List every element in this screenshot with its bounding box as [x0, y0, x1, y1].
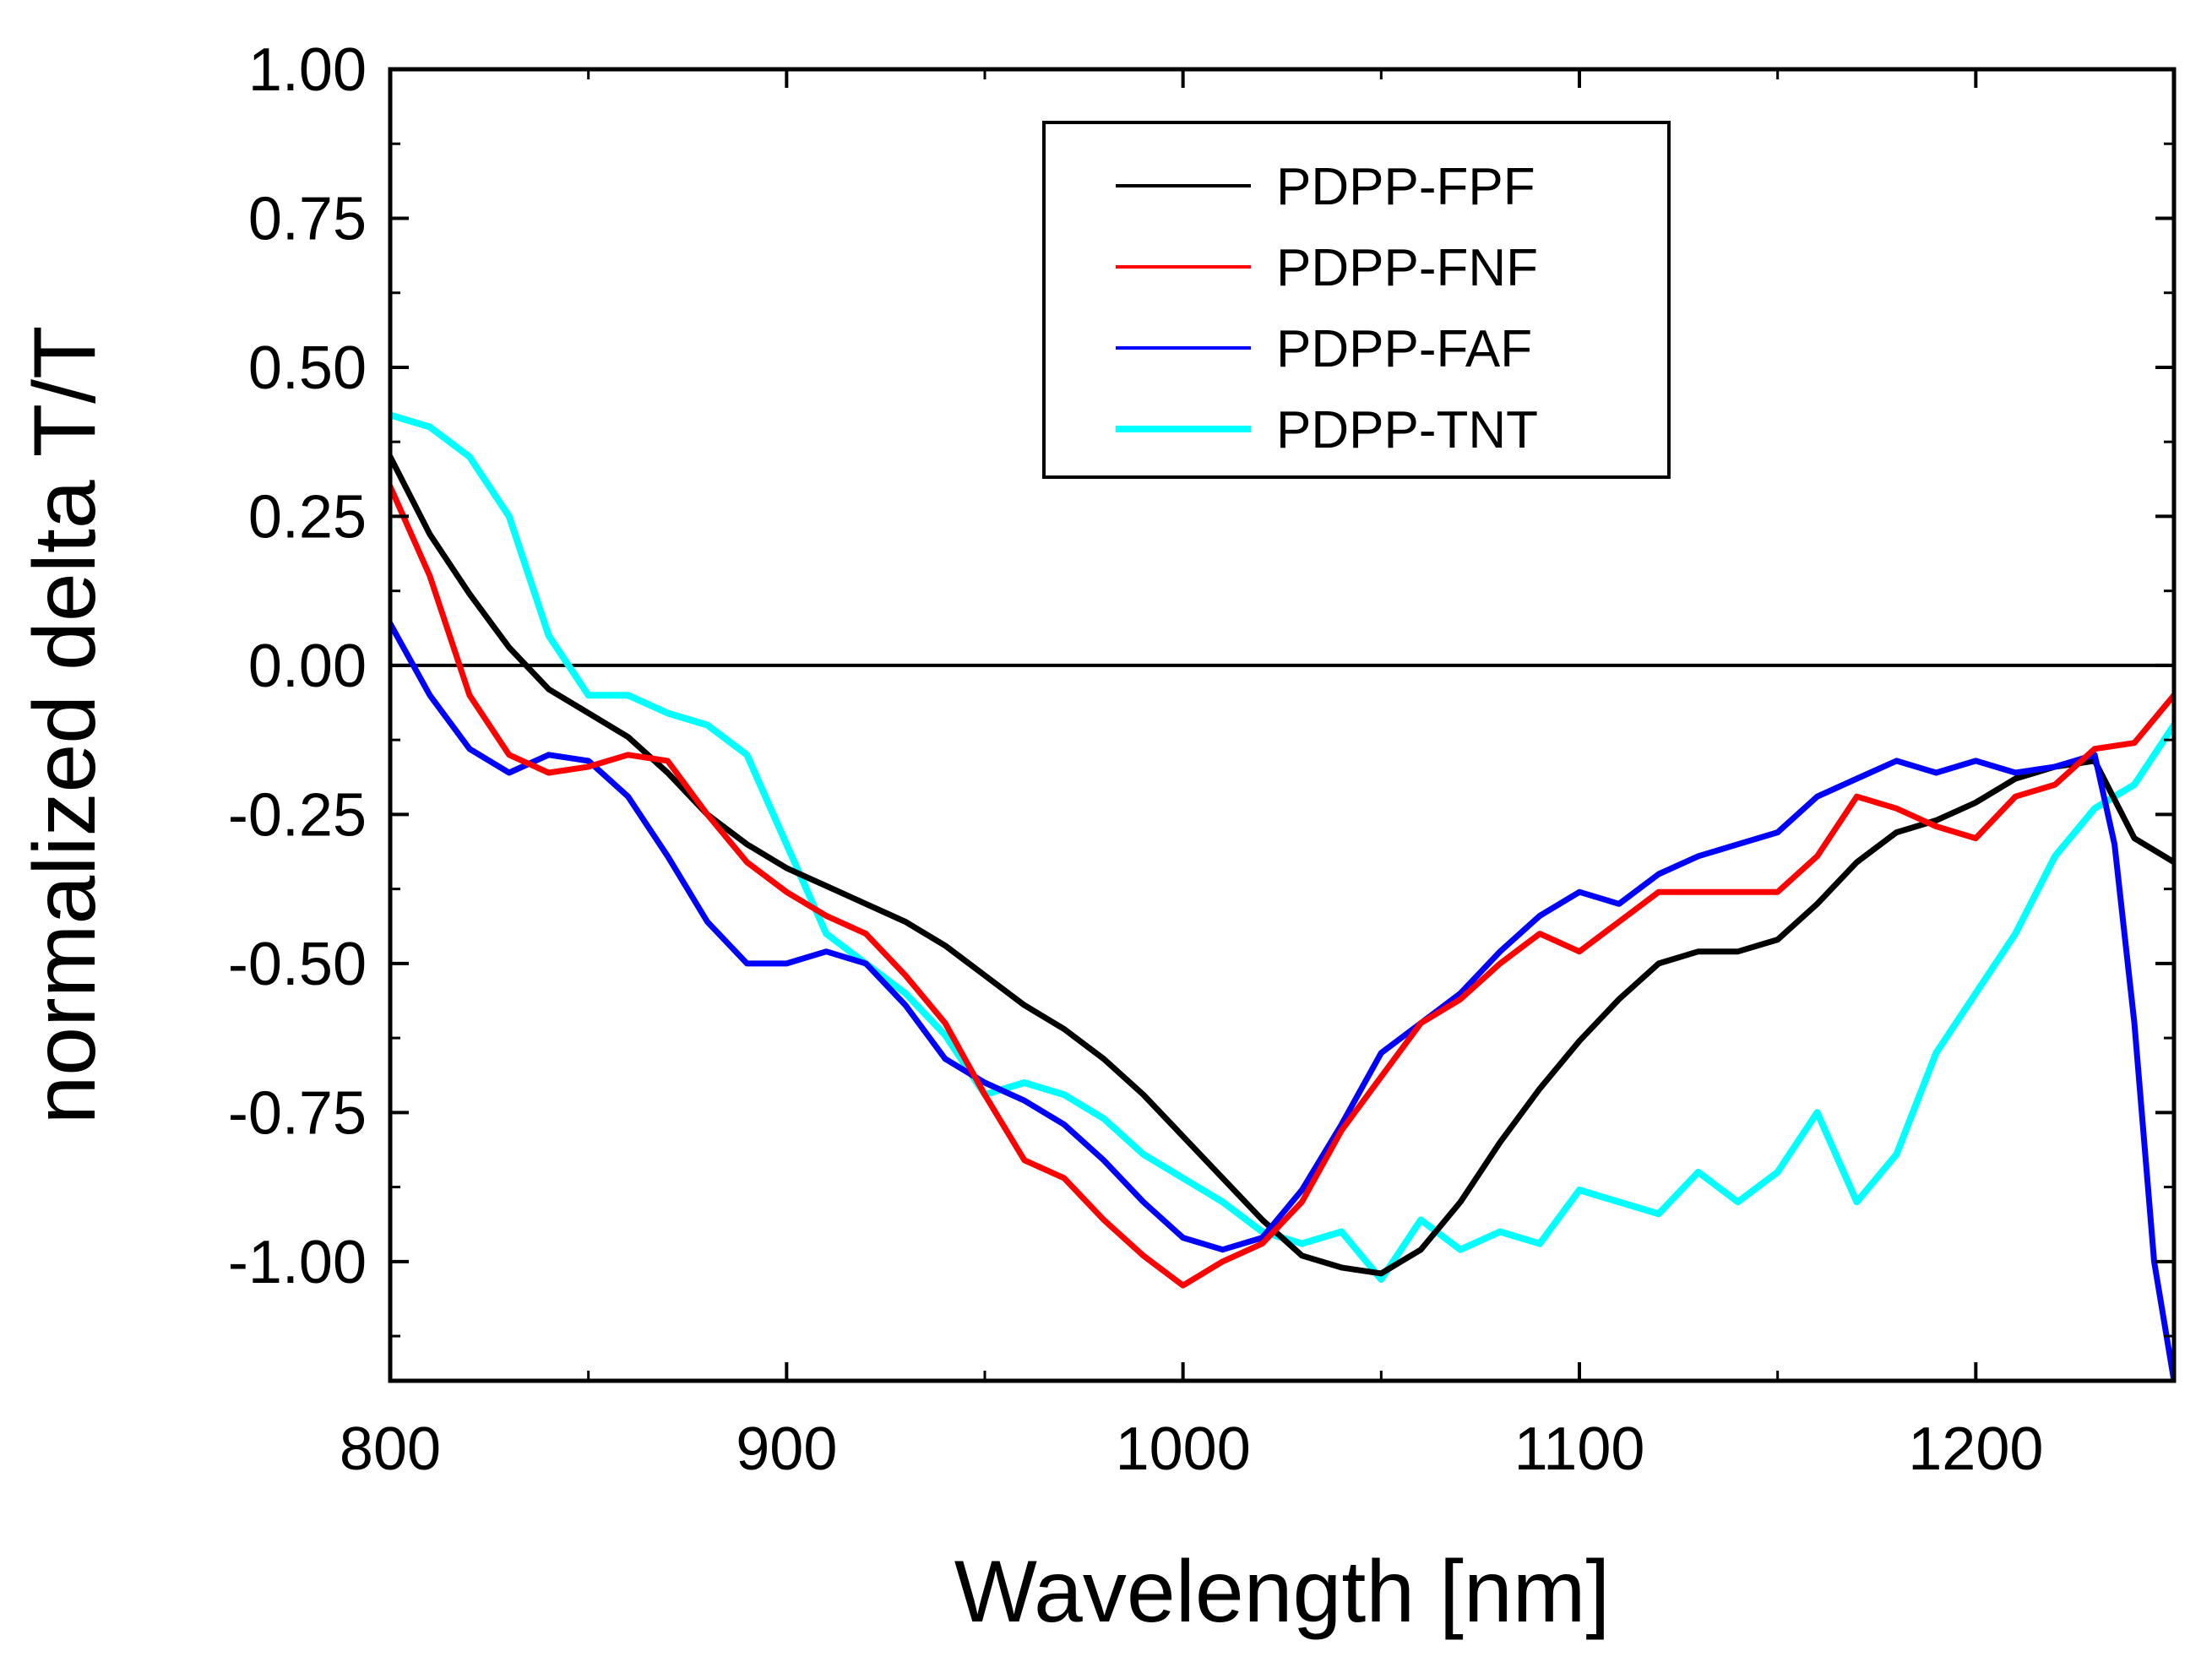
x-tick-label: 800 [340, 1415, 441, 1483]
series-line-pdpp-faf [390, 621, 2174, 1381]
y-tick-label: 0.00 [248, 633, 367, 700]
series-line-pdpp-tnt [390, 411, 2174, 1283]
legend-label-pdpp-faf: PDPP-FAF [1276, 320, 1532, 378]
y-tick-label: -0.25 [228, 781, 367, 849]
y-tick-label: -0.75 [228, 1079, 367, 1147]
x-tick-label: 1200 [1908, 1415, 2043, 1483]
series-line-pdpp-fnf [390, 483, 2174, 1289]
y-tick-label: -1.00 [228, 1229, 367, 1296]
y-tick-label: 1.00 [248, 36, 367, 104]
legend-label-pdpp-tnt: PDPP-TNT [1276, 401, 1538, 459]
x-tick-label: 1000 [1116, 1415, 1251, 1483]
plot-frame [388, 67, 2177, 1383]
legend: PDPP-FPF PDPP-FNF PDPP-FAF PDPP-TNT [1042, 121, 1671, 479]
y-axis-title: normalized delta T/T [16, 325, 114, 1124]
series-line-pdpp-fpf [390, 454, 2174, 1277]
legend-label-pdpp-fpf: PDPP-FPF [1276, 158, 1535, 216]
legend-box [1042, 121, 1671, 479]
y-tick-label: 0.50 [248, 334, 367, 402]
legend-label-pdpp-fnf: PDPP-FNF [1276, 239, 1538, 297]
x-tick-label: 900 [736, 1415, 837, 1483]
x-tick-label: 1100 [1514, 1415, 1645, 1483]
y-tick-label: -0.50 [228, 931, 367, 998]
x-axis-title: Wavelength [nm] [954, 1543, 1611, 1641]
y-tick-label: 0.75 [248, 185, 367, 253]
y-tick-label: 0.25 [248, 483, 367, 551]
